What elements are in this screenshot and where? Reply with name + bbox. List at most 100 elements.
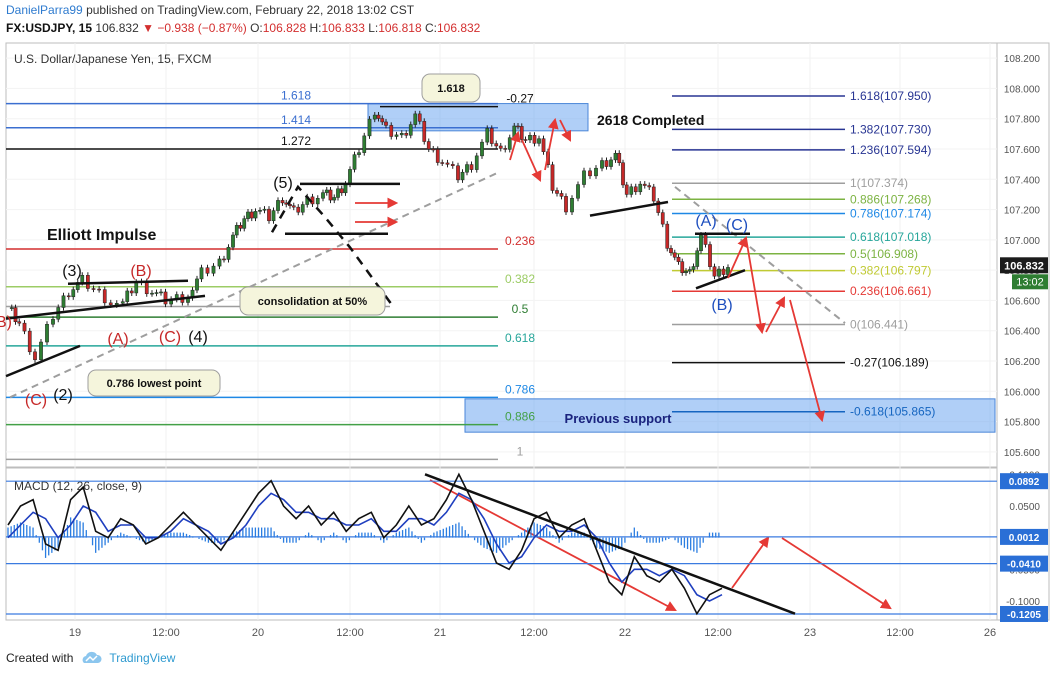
candle-body <box>570 198 574 213</box>
y-tick-label: 105.600 <box>1004 448 1041 459</box>
fib-level-label: 0.618 <box>505 331 535 345</box>
high-value: 106.833 <box>321 21 365 35</box>
candle-body <box>684 270 688 274</box>
candle-body <box>9 307 14 309</box>
forecast-arrow <box>731 536 770 589</box>
wave-label: (C) <box>726 217 748 234</box>
candle-body <box>33 351 37 361</box>
candle-body <box>609 159 613 167</box>
y-tick-label: 107.600 <box>1004 145 1041 156</box>
wave-label: (4) <box>188 329 208 346</box>
candle-body <box>537 138 541 144</box>
macd-y-tick: 0.0500 <box>1009 502 1040 513</box>
fib-level-label: -0.27 <box>506 92 534 106</box>
wave-label: (B) <box>711 297 732 314</box>
x-tick-label: 20 <box>252 627 264 639</box>
candle-body <box>691 266 696 270</box>
candle-body <box>474 155 479 170</box>
candle-body <box>384 121 388 126</box>
forecast-arrow <box>745 237 766 335</box>
macd-level-tag <box>1000 528 1048 545</box>
candle-body <box>576 184 580 199</box>
candle-body <box>324 189 329 193</box>
fib-ext-label: -0.618(105.865) <box>850 405 935 419</box>
y-tick-label: 106.600 <box>1004 296 1041 307</box>
fib-ext-label: 0.5(106.908) <box>850 247 918 261</box>
last-price-tag-text: 106.832 <box>1004 260 1044 272</box>
candle-body <box>97 288 101 291</box>
candle-body <box>399 133 404 136</box>
y-tick-label: 107.800 <box>1004 115 1041 126</box>
y-tick-label: 105.800 <box>1004 418 1041 429</box>
y-tick-label: 107.400 <box>1004 175 1041 186</box>
macd-trend-line <box>424 473 796 615</box>
candle-body <box>134 282 139 294</box>
x-tick-label: 12:00 <box>520 627 548 639</box>
candle-body <box>665 223 670 249</box>
fib-level-label: 1.414 <box>281 113 311 127</box>
callout-1618-text: 1.618 <box>437 83 465 95</box>
fib-ext-label: 1.618(107.950) <box>850 89 931 103</box>
fib-ext-label: 1.236(107.594) <box>850 143 931 157</box>
y-tick-label: 106.000 <box>1004 387 1041 398</box>
wave-label: (5) <box>273 175 293 192</box>
candle-body <box>465 164 469 173</box>
x-tick-label: 22 <box>619 627 631 639</box>
candle-body <box>651 186 656 202</box>
close-label: C: <box>424 21 437 35</box>
candle-body <box>604 160 609 167</box>
trend-line <box>5 294 206 320</box>
candle-body <box>380 118 385 123</box>
candle-body <box>676 256 681 262</box>
x-tick-label: 26 <box>984 627 996 639</box>
candle-body <box>195 278 199 291</box>
forecast-arrow <box>789 299 825 423</box>
candle-body <box>559 193 564 197</box>
macd-y-tick: -0.1000 <box>1006 597 1040 608</box>
candle-body <box>617 152 622 163</box>
wave-label: (B) <box>130 263 151 280</box>
candle-body <box>588 170 592 177</box>
candle-body <box>238 225 243 229</box>
candle-body <box>362 135 367 153</box>
footer: Created with TradingView <box>6 651 175 665</box>
candle-body <box>532 135 537 144</box>
candle-body <box>144 281 149 295</box>
forecast-arrow <box>727 236 748 279</box>
symbol-label: FX:USDJPY, 15 <box>6 21 93 35</box>
candle-body <box>629 186 634 195</box>
candle-body <box>296 206 301 213</box>
author-link[interactable]: DanielParra99 <box>6 3 83 17</box>
candle-body <box>660 212 665 225</box>
macd-level-tag <box>1000 473 1048 490</box>
callout-lowest-point-text: 0.786 lowest point <box>107 378 202 390</box>
callout-consolidation-text: consolidation at 50% <box>258 296 368 308</box>
fib-extension-zone <box>367 103 589 132</box>
time-tag-text: 13:02 <box>1016 276 1044 288</box>
candle-body <box>108 302 113 306</box>
candle-body <box>13 307 18 322</box>
tradingview-brand-link[interactable]: TradingView <box>109 651 176 665</box>
candle-body <box>516 125 520 128</box>
macd-level-tag-text: -0.1205 <box>1007 610 1041 621</box>
fib-ext-label: 1(107.374) <box>850 176 908 190</box>
candle-body <box>231 234 235 248</box>
candle-body <box>300 204 305 213</box>
candle-body <box>280 200 285 204</box>
cloud-logo-icon <box>82 651 102 663</box>
candle-body <box>321 192 325 199</box>
candle-body <box>339 188 344 194</box>
candle-body <box>129 290 134 294</box>
candle-body <box>431 148 436 151</box>
wave-dashed-line <box>270 184 394 306</box>
candle-body <box>712 266 717 277</box>
fib-level-label: 0.786 <box>505 382 535 396</box>
candle-body <box>594 167 598 177</box>
candle-body <box>150 292 154 295</box>
open-label: O: <box>250 21 263 35</box>
candle-body <box>71 289 76 298</box>
candle-body <box>332 197 337 201</box>
candle-body <box>27 330 32 353</box>
candle-body <box>469 164 474 170</box>
